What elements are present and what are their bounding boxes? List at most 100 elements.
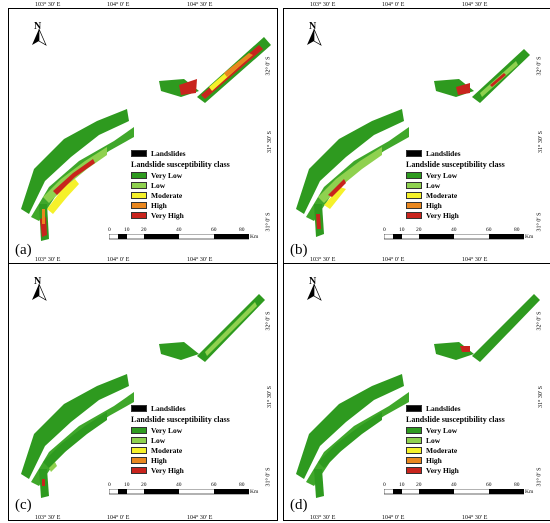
coord-top-1: 103° 30′ E [35, 257, 61, 263]
scale-tick-40: 40 [451, 482, 457, 488]
north-arrow-icon [32, 284, 47, 301]
coord-top-2: 104° 0′ E [107, 2, 130, 8]
legend-low: Low [426, 180, 441, 190]
scale-tick-10: 10 [399, 227, 405, 233]
legend-very-low: Very Low [426, 425, 458, 435]
swatch-low [406, 436, 422, 444]
coord-top-1: 103° 30′ E [35, 2, 61, 8]
coord-bottom-2: 104° 0′ E [107, 515, 130, 521]
scale-bar-graphic [384, 489, 524, 495]
legend-high: High [426, 200, 442, 210]
scale-tick-20: 20 [416, 227, 422, 233]
legend-landslides: Landslides [426, 403, 461, 413]
coord-right-1: 32° 0′ S [265, 56, 272, 76]
north-arrow: N [306, 21, 322, 47]
scale-tick-60: 60 [211, 227, 217, 233]
legend-moderate: Moderate [426, 190, 458, 200]
scale-tick-60: 60 [486, 482, 492, 488]
scale-unit: Km [250, 489, 259, 495]
scale-tick-10: 10 [124, 227, 130, 233]
scale-tick-60: 60 [211, 482, 217, 488]
scale-tick-60: 60 [486, 227, 492, 233]
susceptibility-map-c [21, 294, 265, 498]
swatch-very-low [406, 426, 422, 434]
swatch-low [406, 181, 422, 189]
coord-right-3: 31° 0′ S [265, 212, 272, 232]
coord-top-1: 103° 30′ E [310, 2, 336, 8]
swatch-very-high [406, 466, 422, 474]
scale-tick-40: 40 [176, 227, 182, 233]
swatch-high [406, 201, 422, 209]
swatch-very-high [406, 211, 422, 219]
coord-bottom-3: 104° 30′ E [462, 515, 488, 521]
scale-tick-80: 80 [239, 227, 245, 233]
swatch-very-low [406, 171, 422, 179]
coord-right-2: 31° 30′ S [267, 385, 274, 409]
north-label: N [309, 21, 317, 32]
legend-moderate: Moderate [151, 190, 183, 200]
scale-tick-80: 80 [514, 227, 520, 233]
swatch-moderate [131, 446, 147, 454]
map-panel-d: N 103° 30′ E 104° 0′ E 104° 30′ E 32° 0′… [283, 257, 550, 521]
map-panel-b: N 103° 30′ E 104° 0′ E 104° 30′ E 32° 0′… [283, 2, 550, 266]
north-label: N [309, 276, 317, 287]
coord-top-2: 104° 0′ E [382, 2, 405, 8]
legend-moderate: Moderate [426, 445, 458, 455]
legend-title: Landslide susceptibility class [406, 160, 505, 169]
north-label: N [34, 276, 42, 287]
coord-right-3: 31° 0′ S [265, 467, 272, 487]
scale-tick-80: 80 [239, 482, 245, 488]
coord-right-1: 32° 0′ S [265, 311, 272, 331]
coord-right-2: 31° 30′ S [538, 385, 545, 409]
legend-high: High [426, 455, 442, 465]
scale-tick-10: 10 [399, 482, 405, 488]
swatch-very-high [131, 211, 147, 219]
swatch-very-low [131, 426, 147, 434]
panel-label-d: (d) [290, 497, 308, 513]
study-area-northeast [434, 49, 530, 103]
north-arrow-icon [307, 29, 322, 46]
legend-landslides: Landslides [151, 403, 186, 413]
scale-unit: Km [525, 234, 534, 240]
landslide-swatch [406, 149, 422, 157]
coord-top-1: 103° 30′ E [310, 257, 336, 263]
coord-bottom-3: 104° 30′ E [187, 515, 213, 521]
legend-very-low: Very Low [151, 425, 183, 435]
swatch-low [131, 436, 147, 444]
study-area-northeast [159, 294, 265, 362]
scale-bar-graphic [109, 234, 249, 240]
landslide-swatch [131, 404, 147, 412]
legend-title: Landslide susceptibility class [131, 160, 230, 169]
coord-right-3: 31° 0′ S [536, 467, 543, 487]
scale-tick-40: 40 [176, 482, 182, 488]
coord-top-2: 104° 0′ E [382, 257, 405, 263]
swatch-high [131, 201, 147, 209]
scale-tick-20: 20 [416, 482, 422, 488]
study-area-southwest [296, 374, 409, 498]
map-panel-a: N 103° 30′ E 104° 0′ E 104° 30′ E 32° 0′… [8, 2, 278, 266]
landslide-swatch [131, 149, 147, 157]
legend-very-high: Very High [426, 465, 459, 475]
study-area-southwest [21, 109, 134, 241]
legend: Landslides Landslide susceptibility clas… [406, 148, 505, 220]
susceptibility-map-d [296, 294, 540, 498]
coord-bottom-2: 104° 0′ E [382, 515, 405, 521]
study-area-southwest [21, 374, 134, 498]
legend-title: Landslide susceptibility class [131, 415, 230, 424]
panel-label-a: (a) [15, 242, 32, 258]
legend-very-high: Very High [151, 465, 184, 475]
panel-label-b: (b) [290, 242, 308, 258]
scale-tick-20: 20 [141, 482, 147, 488]
coord-top-3: 104° 30′ E [462, 2, 488, 8]
scale-unit: Km [525, 489, 534, 495]
legend-title: Landslide susceptibility class [406, 415, 505, 424]
susceptibility-map-b [296, 49, 530, 237]
coord-top-3: 104° 30′ E [462, 257, 488, 263]
study-area-northeast [434, 294, 540, 362]
coord-top-3: 104° 30′ E [187, 257, 213, 263]
swatch-moderate [131, 191, 147, 199]
scale-unit: Km [250, 234, 259, 240]
legend: Landslides Landslide susceptibility clas… [406, 403, 505, 475]
coord-top-2: 104° 0′ E [107, 257, 130, 263]
legend-very-low: Very Low [151, 170, 183, 180]
